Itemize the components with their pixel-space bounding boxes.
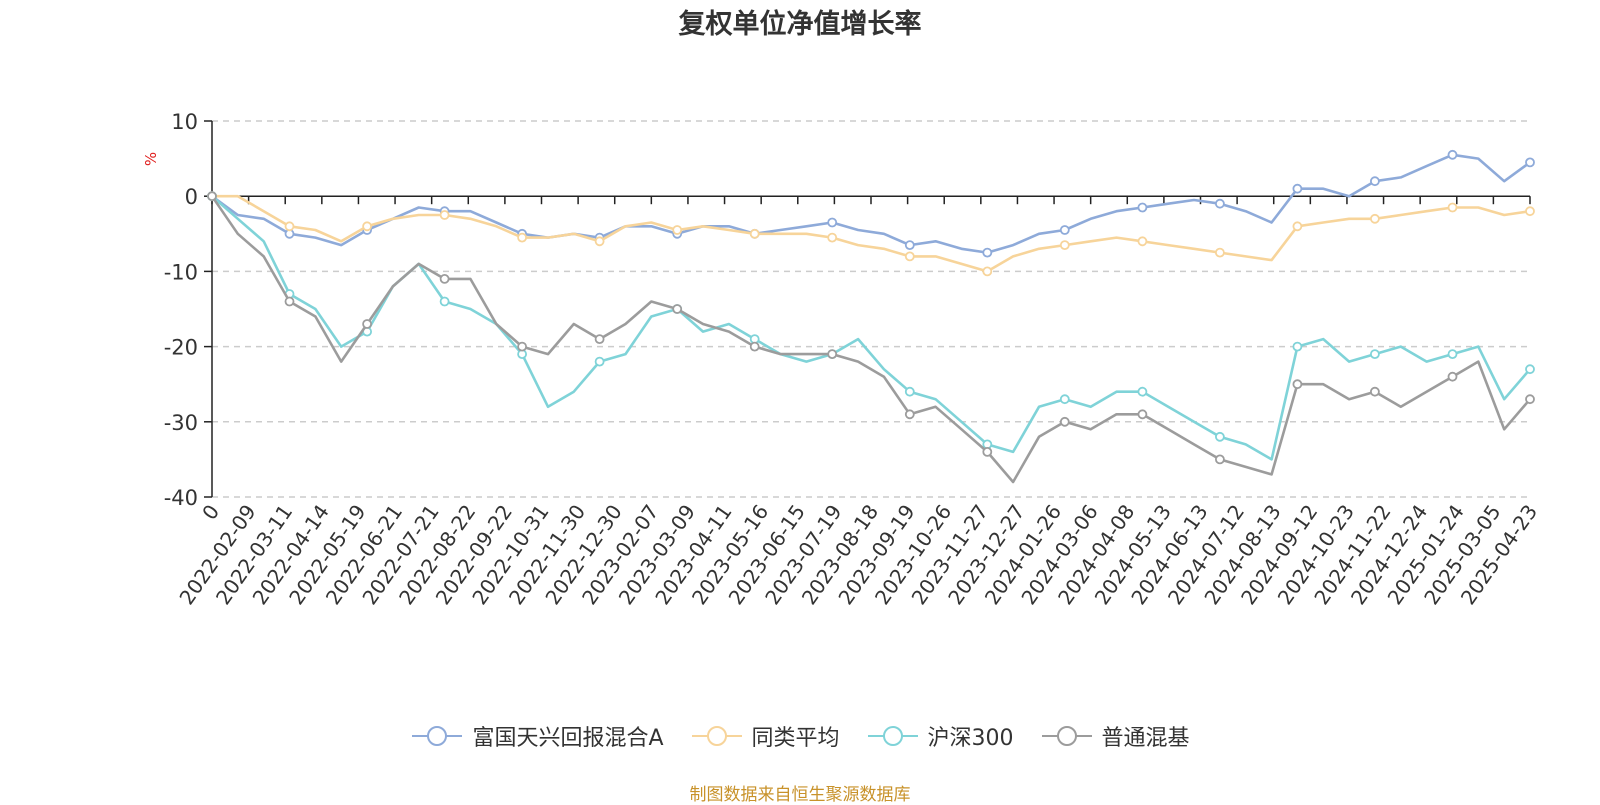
data-point (1525, 364, 1535, 375)
data-point (904, 409, 915, 420)
grid-lines (212, 120, 1530, 498)
series-line (210, 195, 1531, 484)
data-point (1215, 198, 1225, 209)
data-point (1370, 176, 1380, 187)
data-point (1370, 386, 1380, 397)
data-point (594, 236, 605, 247)
x-tick-label: 0 (197, 500, 224, 524)
data-point (1137, 202, 1148, 213)
axes (204, 120, 1531, 498)
data-point (1525, 157, 1535, 168)
y-tick-label: -30 (164, 411, 198, 435)
data-point (982, 266, 993, 277)
data-point (982, 247, 993, 258)
chart-title: 复权单位净值增长率 (678, 9, 922, 40)
y-tick-label: 10 (171, 110, 198, 134)
data-point (827, 349, 838, 360)
data-point (284, 296, 295, 307)
series-line (211, 153, 1531, 254)
data-point (672, 304, 683, 314)
data-point (1215, 247, 1225, 258)
data-point (1059, 240, 1070, 251)
data-point (904, 251, 915, 262)
data-point (1370, 213, 1380, 224)
y-tick-label: -10 (164, 260, 198, 284)
line-chart: 10 0 -10 -20 -30 -40 02022-02-092022-03-11202… (164, 110, 1542, 609)
data-point (284, 221, 295, 232)
series-line (212, 194, 1531, 273)
data-point (1137, 386, 1148, 397)
data-point (1525, 394, 1535, 405)
series-lines (207, 149, 1535, 484)
data-point (749, 341, 760, 352)
data-point (439, 296, 450, 307)
data-point (594, 356, 605, 367)
data-point (1447, 202, 1458, 213)
data-point (594, 334, 605, 345)
data-point (1292, 379, 1303, 390)
data-source-note: 制图数据来自恒生聚源数据库 (689, 785, 911, 805)
data-point (904, 240, 915, 251)
data-point (827, 217, 838, 228)
data-point (439, 273, 450, 284)
x-tick-labels: 02022-02-092022-03-112022-04-142022-05-1… (174, 500, 1542, 609)
data-point (517, 341, 527, 352)
data-point (1292, 183, 1303, 194)
y-tick-label: 0 (185, 185, 198, 209)
data-point (1059, 394, 1070, 405)
data-point (904, 386, 915, 397)
legend: 富国天兴回报混合A 同类平均 沪深300 普通混基 (0, 720, 1600, 752)
data-point (1447, 149, 1458, 160)
data-point (362, 319, 373, 329)
legend-line-circle-icon (412, 726, 463, 746)
data-point (439, 210, 450, 220)
data-point (1447, 371, 1458, 382)
data-point (1137, 409, 1148, 420)
legend-item-mixed-funds[interactable]: 普通混基 (1040, 720, 1190, 752)
data-point (982, 446, 993, 457)
legend-label: 富国天兴回报混合A (472, 726, 664, 751)
data-point (1525, 206, 1535, 217)
data-point (517, 232, 527, 243)
series-1 (207, 191, 1535, 277)
data-point (207, 191, 217, 202)
data-point (1215, 454, 1225, 465)
y-tick-labels: 10 0 -10 -20 -30 -40 (164, 110, 198, 510)
data-point (1292, 221, 1303, 232)
legend-label: 同类平均 (751, 726, 840, 751)
data-point (672, 225, 683, 235)
data-point (1137, 236, 1148, 247)
series-3 (207, 191, 1535, 484)
legend-item-fund[interactable]: 富国天兴回报混合A (410, 720, 664, 752)
data-point (1059, 416, 1070, 427)
series-line (211, 195, 1531, 461)
data-point (827, 232, 838, 243)
data-point (1292, 341, 1303, 352)
data-point (1370, 349, 1380, 360)
legend-item-peer-average[interactable]: 同类平均 (690, 720, 840, 752)
data-point (749, 228, 760, 239)
legend-line-circle-icon (867, 726, 918, 746)
data-point (362, 221, 373, 232)
legend-line-circle-icon (1041, 726, 1092, 746)
legend-label: 沪深300 (927, 726, 1014, 751)
y-tick-label: -40 (164, 486, 198, 510)
legend-label: 普通混基 (1101, 726, 1190, 751)
data-point (1215, 431, 1225, 442)
data-point (1059, 225, 1070, 235)
legend-item-csi300[interactable]: 沪深300 (866, 720, 1014, 752)
legend-line-circle-icon (691, 726, 742, 746)
data-point (1447, 349, 1458, 360)
y-tick-label: -20 (164, 336, 198, 360)
